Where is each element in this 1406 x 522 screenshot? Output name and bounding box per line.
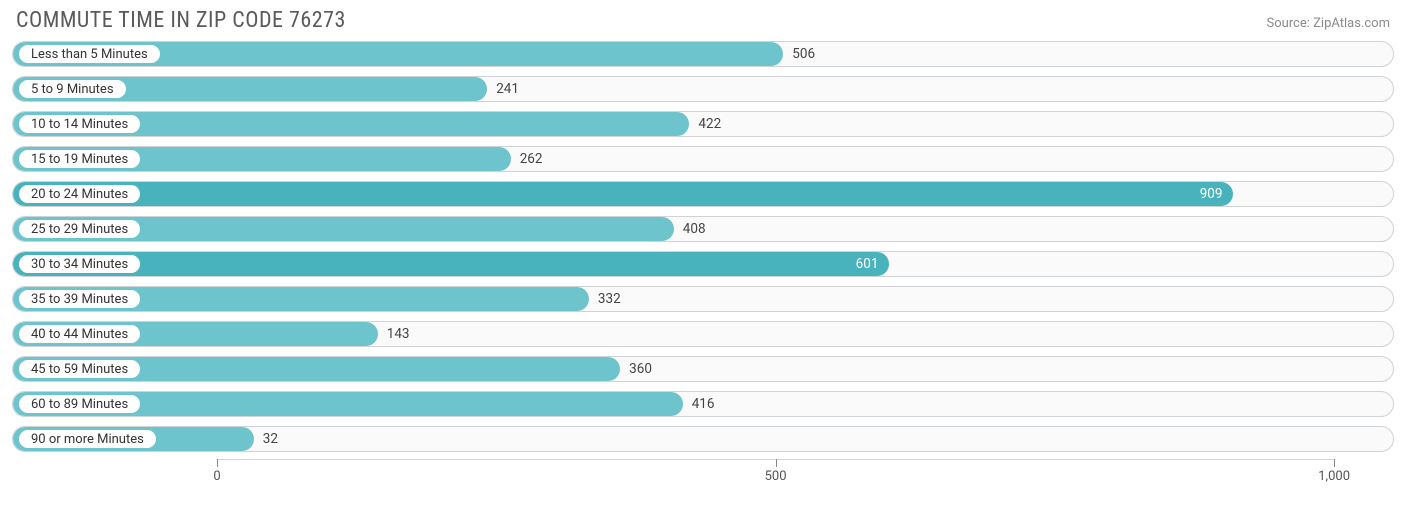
- bar-track: [12, 426, 1394, 452]
- x-axis: 0 500 1,000: [12, 459, 1394, 509]
- bar-track: [12, 181, 1394, 207]
- value-label: 422: [698, 116, 721, 132]
- value-label: 32: [263, 431, 278, 447]
- plot-area: Less than 5 Minutes 506 5 to 9 Minutes 241 1…: [12, 39, 1394, 454]
- bar-track: [12, 41, 1394, 67]
- bar-row: 10 to 14 Minutes 422: [12, 109, 1394, 139]
- category-pill: Less than 5 Minutes: [18, 44, 161, 64]
- category-pill: 60 to 89 Minutes: [18, 394, 141, 414]
- value-label: 408: [683, 221, 706, 237]
- commute-chart: COMMUTE TIME IN ZIP CODE 76273 Source: Z…: [0, 0, 1406, 522]
- category-pill: 40 to 44 Minutes: [18, 324, 141, 344]
- bar-row: 5 to 9 Minutes 241: [12, 74, 1394, 104]
- header-row: COMMUTE TIME IN ZIP CODE 76273 Source: Z…: [12, 8, 1394, 39]
- value-label: 241: [496, 81, 519, 97]
- axis-tick: [217, 459, 218, 467]
- bar-row: 45 to 59 Minutes 360: [12, 354, 1394, 384]
- value-label: 143: [387, 326, 410, 342]
- category-pill: 15 to 19 Minutes: [18, 149, 141, 169]
- chart-source: Source: ZipAtlas.com: [1266, 16, 1390, 31]
- category-pill: 35 to 39 Minutes: [18, 289, 141, 309]
- value-label: 262: [520, 151, 543, 167]
- category-pill: 5 to 9 Minutes: [18, 79, 127, 99]
- bar-fill: [13, 182, 1233, 206]
- value-label: 506: [792, 46, 815, 62]
- value-label: 601: [856, 256, 879, 272]
- category-pill: 25 to 29 Minutes: [18, 219, 141, 239]
- category-pill: 45 to 59 Minutes: [18, 359, 141, 379]
- value-label: 416: [692, 396, 715, 412]
- chart-title: COMMUTE TIME IN ZIP CODE 76273: [16, 8, 346, 33]
- bar-row: 25 to 29 Minutes 408: [12, 214, 1394, 244]
- bar-track: [12, 321, 1394, 347]
- bar-row: 60 to 89 Minutes 416: [12, 389, 1394, 419]
- bar-row: 30 to 34 Minutes 601: [12, 249, 1394, 279]
- axis-tick-label: 500: [765, 469, 787, 484]
- category-pill: 30 to 34 Minutes: [18, 254, 141, 274]
- bar-row: 20 to 24 Minutes 909: [12, 179, 1394, 209]
- bar-row: Less than 5 Minutes 506: [12, 39, 1394, 69]
- bar-fill: [13, 252, 889, 276]
- category-pill: 10 to 14 Minutes: [18, 114, 141, 134]
- category-pill: 90 or more Minutes: [18, 429, 157, 449]
- value-label: 360: [629, 361, 652, 377]
- axis-tick: [1334, 459, 1335, 467]
- axis-tick-label: 0: [213, 469, 220, 484]
- category-pill: 20 to 24 Minutes: [18, 184, 141, 204]
- axis-tick: [776, 459, 777, 467]
- bar-track: [12, 356, 1394, 382]
- bar-track: [12, 286, 1394, 312]
- value-label: 909: [1200, 186, 1223, 202]
- bar-track: [12, 251, 1394, 277]
- bar-row: 15 to 19 Minutes 262: [12, 144, 1394, 174]
- bar-track: [12, 76, 1394, 102]
- bar-row: 40 to 44 Minutes 143: [12, 319, 1394, 349]
- bar-row: 90 or more Minutes 32: [12, 424, 1394, 454]
- bar-track: [12, 146, 1394, 172]
- bar-row: 35 to 39 Minutes 332: [12, 284, 1394, 314]
- value-label: 332: [598, 291, 621, 307]
- axis-tick-label: 1,000: [1318, 469, 1350, 484]
